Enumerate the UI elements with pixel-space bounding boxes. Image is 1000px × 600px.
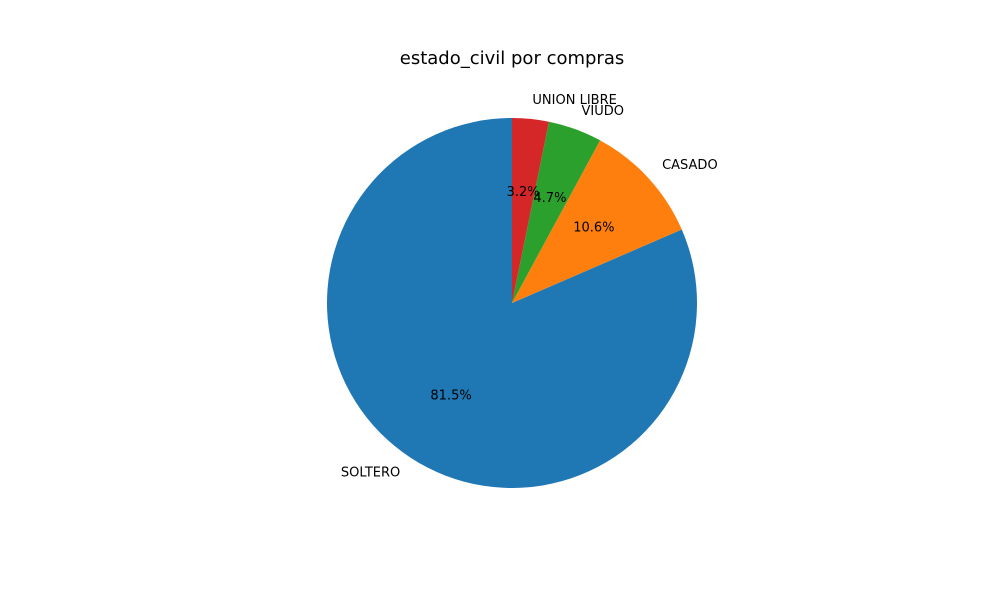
slice-casado	[512, 140, 682, 303]
slice-union-libre	[512, 118, 549, 303]
slice-percent-union-libre: 3.2%	[507, 185, 540, 200]
slice-percent-casado: 10.6%	[573, 221, 614, 236]
slice-percent-labels: 81.5% 10.6% 4.7%3.2%	[430, 185, 614, 403]
slice-label-soltero: SOLTERO	[341, 466, 400, 481]
slice-label-casado: CASADO	[662, 158, 718, 173]
slice-label-union-libre: UNION LIBRE	[532, 93, 616, 108]
chart-title: estado_civil por compras	[400, 48, 625, 69]
slice-percent-viudo: 4.7%	[533, 191, 566, 206]
slice-percent-soltero: 81.5%	[430, 388, 471, 403]
slice-viudo	[512, 121, 601, 304]
pie-slices	[327, 118, 697, 488]
slice-label-viudo: VIUDO	[582, 104, 625, 119]
